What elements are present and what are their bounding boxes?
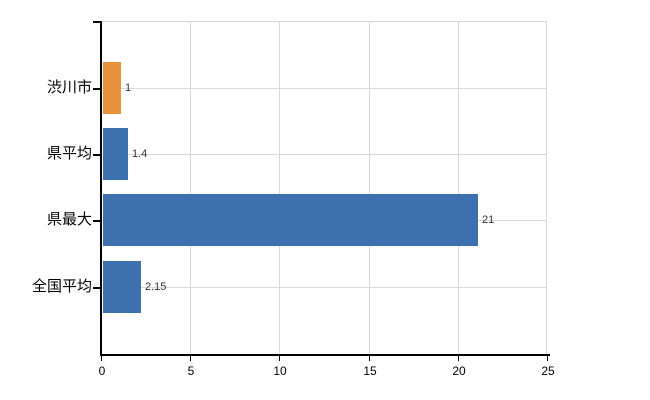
category-label: 県最大 bbox=[46, 211, 92, 228]
y-axis-tick bbox=[93, 287, 100, 289]
x-axis-tick bbox=[101, 356, 102, 361]
y-axis-line bbox=[100, 21, 102, 354]
y-gridline bbox=[101, 154, 547, 155]
category-label: 全国平均 bbox=[31, 278, 92, 295]
bar[interactable] bbox=[103, 194, 478, 246]
bar[interactable] bbox=[103, 261, 141, 313]
bar-value-label: 1.4 bbox=[132, 148, 148, 160]
x-gridline bbox=[279, 21, 280, 354]
x-axis-tick-label: 15 bbox=[363, 364, 377, 378]
x-axis-tick bbox=[547, 356, 548, 361]
x-gridline bbox=[369, 21, 370, 354]
x-axis-line bbox=[100, 354, 550, 356]
x-gridline bbox=[190, 21, 191, 354]
plot-right-border bbox=[546, 21, 547, 354]
bar-value-label: 1 bbox=[125, 82, 132, 94]
bar[interactable] bbox=[103, 128, 128, 180]
y-gridline bbox=[101, 287, 547, 288]
category-label: 県平均 bbox=[46, 145, 92, 162]
x-axis-tick-label: 5 bbox=[187, 364, 195, 378]
x-axis-tick-label: 20 bbox=[452, 364, 466, 378]
x-axis-tick bbox=[279, 356, 280, 361]
y-axis-tick bbox=[93, 88, 100, 90]
y-axis-tick bbox=[93, 154, 100, 156]
category-label: 渋川市 bbox=[46, 79, 92, 96]
x-axis-tick bbox=[458, 356, 459, 361]
x-axis-tick-label: 10 bbox=[273, 364, 287, 378]
y-axis-tick bbox=[93, 220, 100, 222]
x-axis-tick-label: 0 bbox=[98, 364, 106, 378]
x-axis-tick bbox=[190, 356, 191, 361]
plot-top-border bbox=[101, 21, 547, 22]
x-axis-tick-label: 25 bbox=[541, 364, 555, 378]
x-axis-tick bbox=[369, 356, 370, 361]
bar-value-label: 2.15 bbox=[145, 281, 167, 293]
y-axis-top-tick bbox=[93, 21, 100, 23]
bar-value-label: 21 bbox=[482, 214, 495, 226]
bar[interactable] bbox=[103, 62, 121, 114]
x-gridline bbox=[458, 21, 459, 354]
y-gridline bbox=[101, 88, 547, 89]
